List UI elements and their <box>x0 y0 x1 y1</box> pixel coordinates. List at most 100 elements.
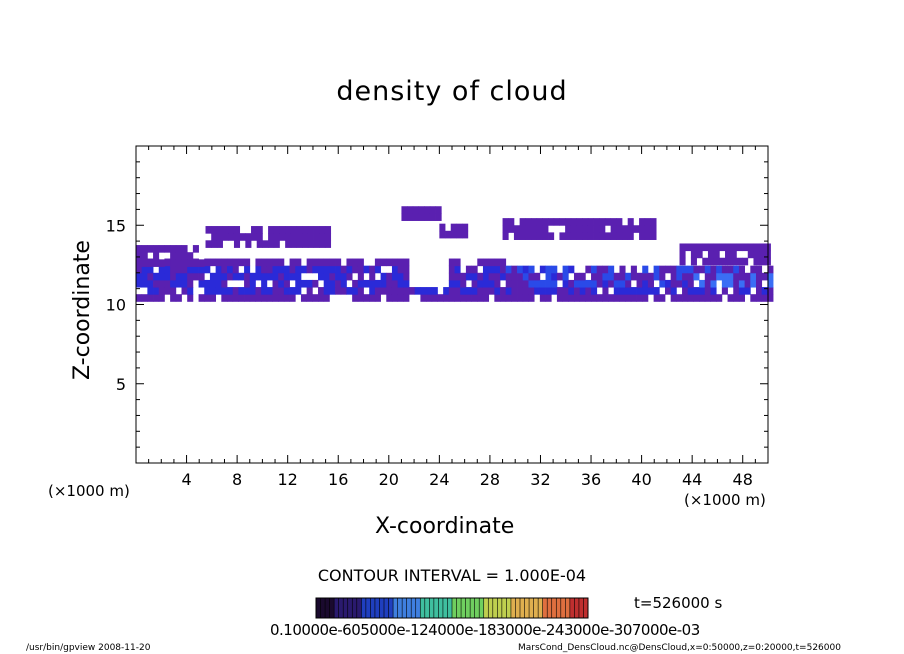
x-axis-label: X-coordinate <box>375 514 515 539</box>
cloud-cell <box>221 287 228 295</box>
colorbar-cell <box>542 598 548 618</box>
cloud-cell <box>181 272 188 281</box>
cloud-cell <box>454 279 461 288</box>
cloud-cell <box>170 265 177 274</box>
cloud-cell <box>579 287 586 295</box>
cloud-cell <box>335 287 342 295</box>
cloud-cell <box>300 279 308 288</box>
cloud-cell <box>591 265 598 274</box>
cloud-cell <box>559 218 566 226</box>
cloud-cell <box>602 279 609 288</box>
cloud-cell <box>742 243 749 252</box>
colorbar-cell <box>420 598 426 618</box>
contour-interval-label: CONTOUR INTERVAL = 1.000E-04 <box>317 566 587 585</box>
colorbar-cell <box>316 598 322 618</box>
cloud-cell <box>482 294 490 302</box>
cloud-cell <box>465 287 472 295</box>
cloud-cell <box>136 245 143 253</box>
cloud-cell <box>505 287 512 295</box>
cloud-cell <box>272 279 279 288</box>
cloud-cell <box>465 265 472 274</box>
cloud-cell <box>153 252 160 260</box>
cloud-cell <box>357 279 364 288</box>
colorbar-cell <box>461 598 467 618</box>
cloud-cell <box>704 279 711 288</box>
cloud-cell <box>482 272 490 281</box>
cloud-cell <box>448 272 455 281</box>
cloud-cell <box>232 272 239 281</box>
cloud-cell <box>488 279 495 288</box>
cloud-cell <box>761 294 768 302</box>
cloud-cell <box>261 294 268 302</box>
cloud-cell <box>289 294 296 302</box>
cloud-cell <box>465 294 472 302</box>
cloud-cell <box>380 279 387 288</box>
cloud-cell <box>596 279 603 288</box>
cloud-cell <box>587 218 594 226</box>
cloud-cell <box>494 279 501 288</box>
colorbar-cell <box>361 598 367 618</box>
cloud-cell <box>676 265 683 274</box>
cloud-cell <box>585 265 592 274</box>
cloud-cell <box>323 279 330 288</box>
cloud-cell <box>511 279 518 288</box>
cloud-cell <box>238 294 245 302</box>
cloud-cell <box>616 232 623 240</box>
cloud-cell <box>682 294 689 302</box>
colorbar-cell <box>429 598 435 618</box>
cloud-cell <box>407 206 414 214</box>
cloud-cell <box>454 294 461 302</box>
cloud-cell <box>593 225 600 233</box>
cloud-cell <box>767 265 774 274</box>
cloud-cell <box>215 287 222 295</box>
cloud-cell <box>278 265 285 274</box>
cloud-cell <box>323 287 330 295</box>
cloud-cell <box>454 272 461 281</box>
x-tick-label: 28 <box>480 470 500 489</box>
colorbar-cell <box>411 598 417 618</box>
cloud-cell <box>494 294 501 302</box>
cloud-cell <box>249 294 256 302</box>
colorbar-cell <box>474 598 480 618</box>
cloud-cell <box>570 218 577 226</box>
colorbar-cell <box>343 598 349 618</box>
cloud-cell <box>268 226 275 234</box>
cloud-cell <box>391 258 399 267</box>
cloud-cell <box>285 240 292 248</box>
cloud-cell <box>380 272 387 281</box>
cloud-cell <box>650 218 657 226</box>
cloud-cell <box>707 250 715 259</box>
cloud-cell <box>289 287 296 295</box>
x-unit-label-right: (×1000 m) <box>684 491 766 509</box>
cloud-cell <box>290 240 297 248</box>
cloud-cell <box>397 272 404 281</box>
cloud-cell <box>482 265 490 274</box>
y-tick-label: 5 <box>116 375 126 394</box>
cloud-cell <box>352 287 359 295</box>
cloud-cell <box>170 272 177 281</box>
cloud-cell <box>283 287 290 295</box>
plot-frame <box>135 145 769 464</box>
cloud-cell <box>346 258 353 267</box>
cloud-cell <box>232 265 239 274</box>
cloud-cell <box>573 287 581 295</box>
cloud-cell <box>725 257 732 266</box>
cloud-cell <box>204 265 211 274</box>
cloud-cell <box>738 272 745 281</box>
cloud-cell <box>386 287 393 295</box>
cloud-cell <box>599 232 606 240</box>
cloud-cell <box>664 265 672 274</box>
cloud-cell <box>329 272 336 281</box>
cloud-cell <box>397 265 404 274</box>
cloud-cell <box>244 265 251 274</box>
cloud-cell <box>505 294 512 302</box>
cloud-cell <box>209 258 217 267</box>
cloud-cell <box>205 240 212 248</box>
colorbar-cell <box>374 598 380 618</box>
cloud-cell <box>622 232 629 240</box>
cloud-cell <box>363 265 370 274</box>
cloud-cell <box>747 250 754 259</box>
cloud-cell <box>753 257 760 266</box>
cloud-cell <box>565 218 572 226</box>
cloud-cell <box>642 294 649 302</box>
